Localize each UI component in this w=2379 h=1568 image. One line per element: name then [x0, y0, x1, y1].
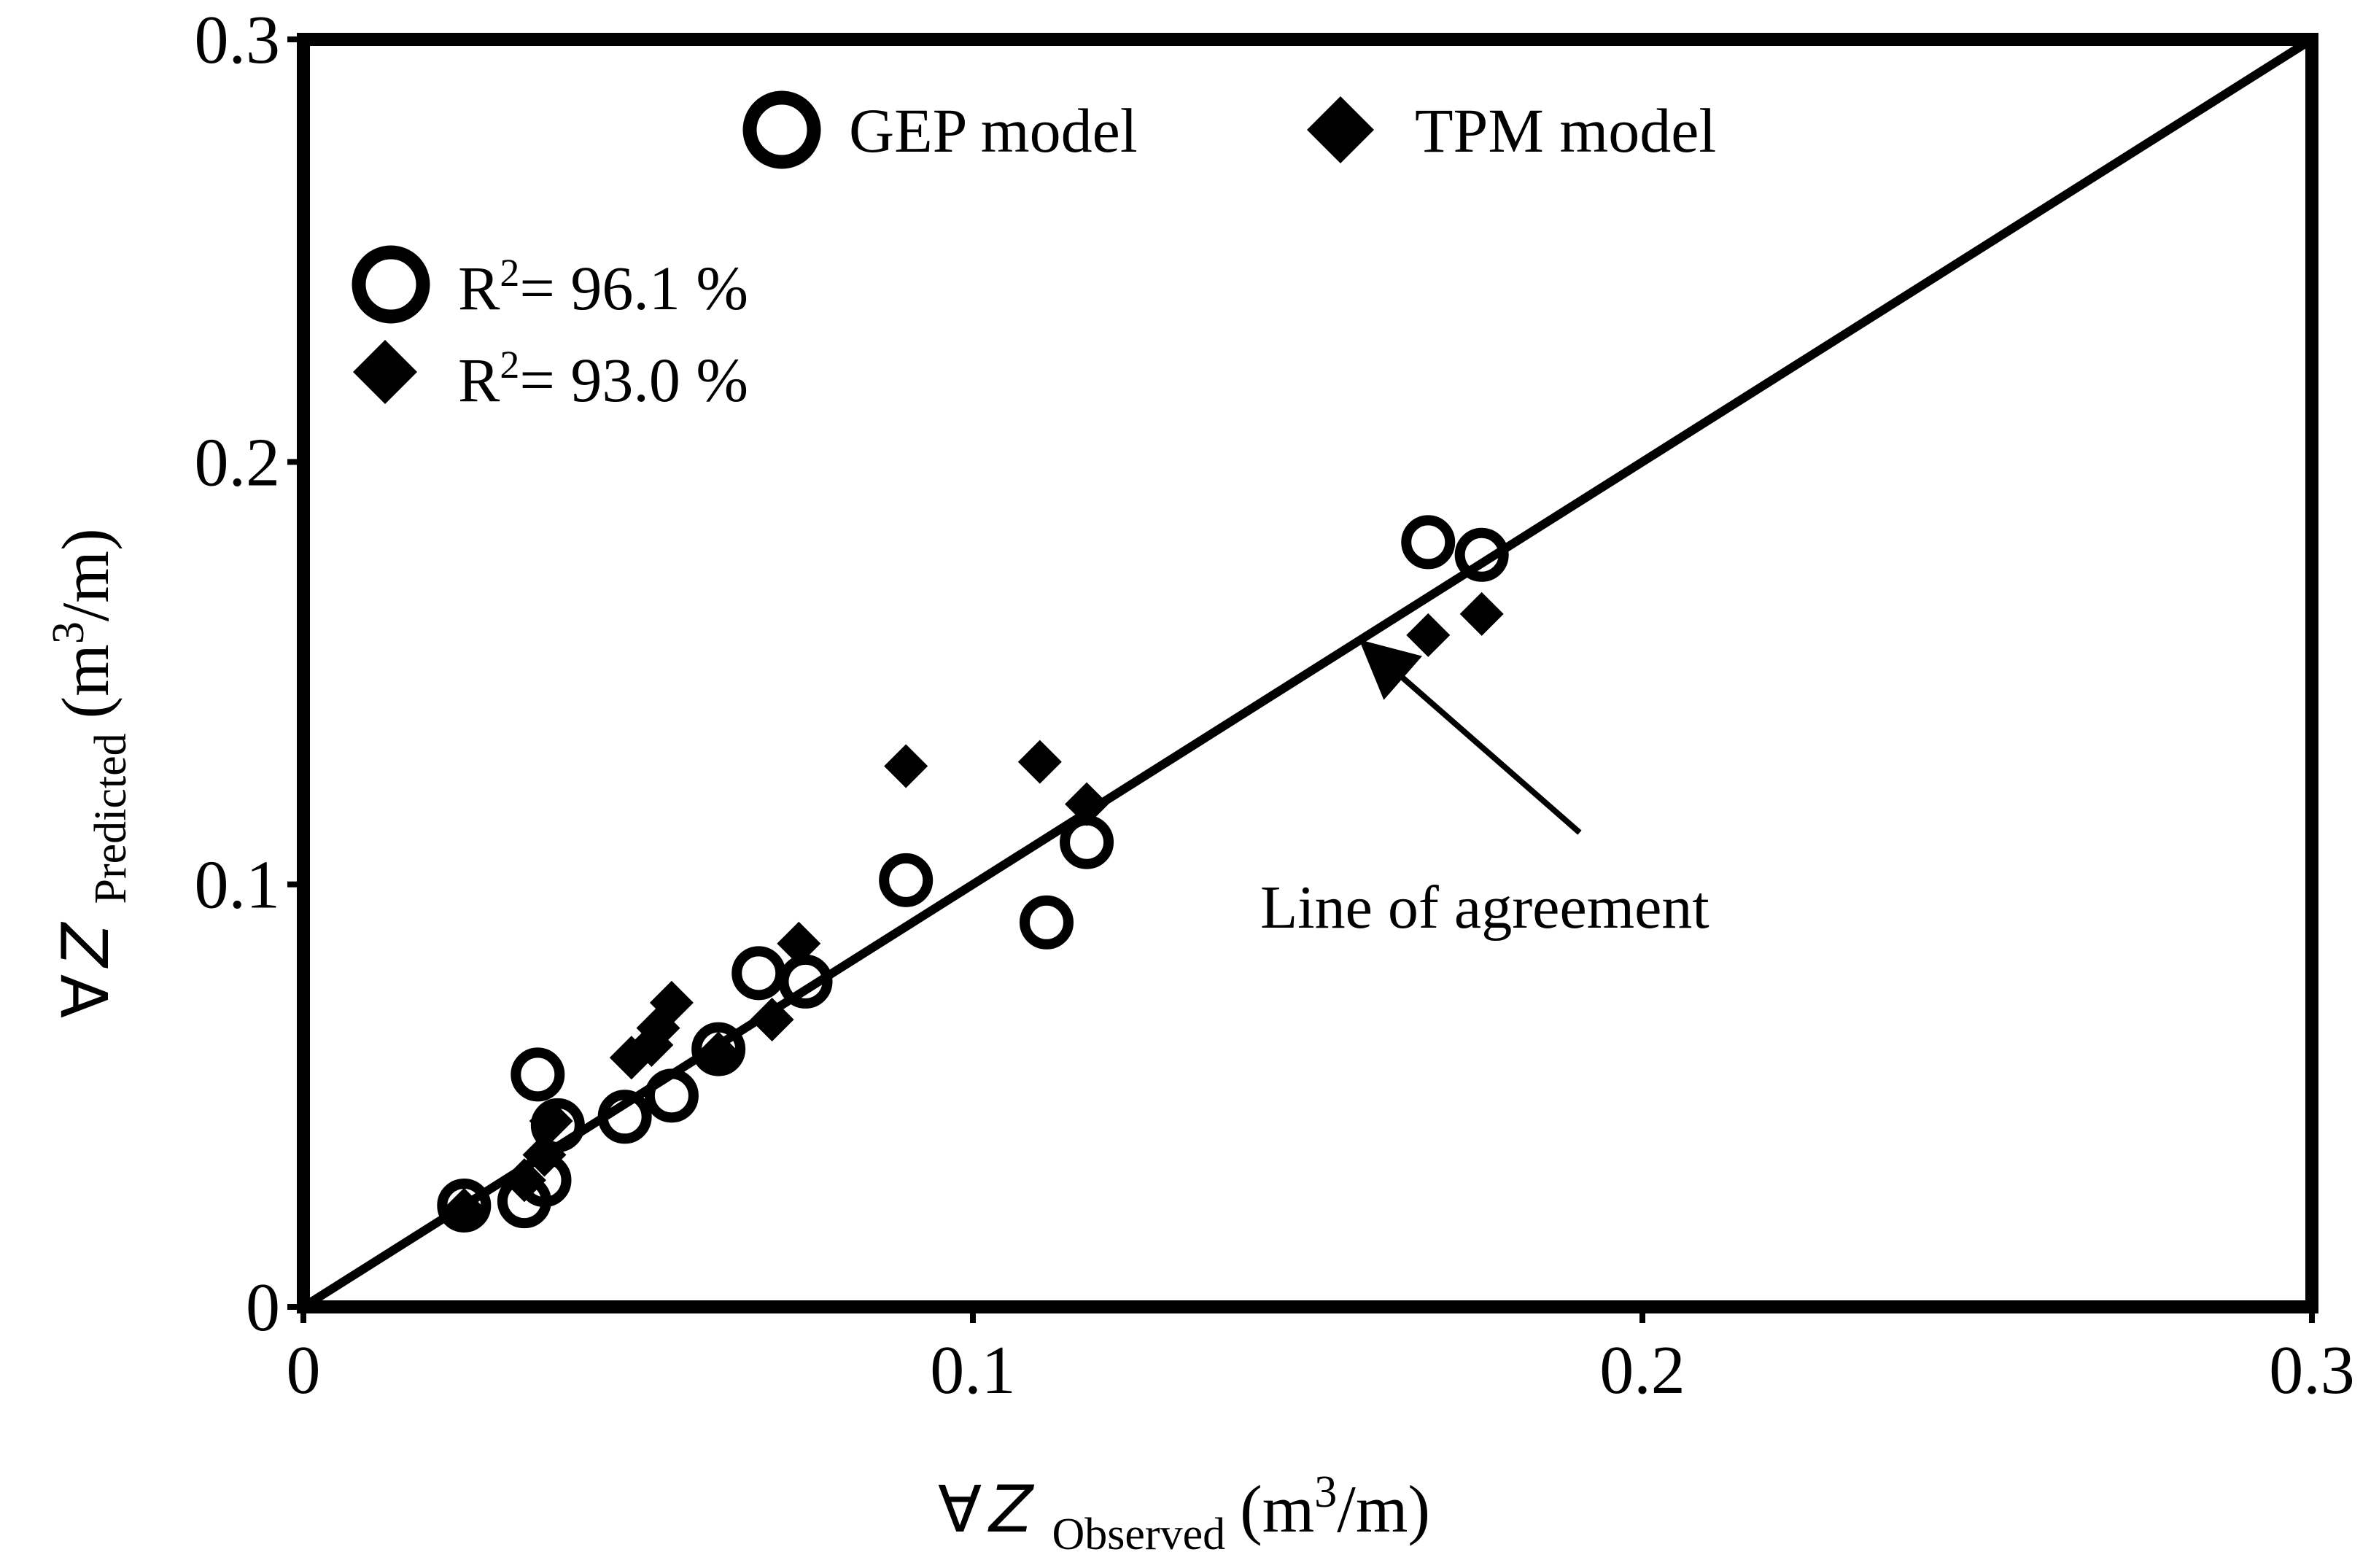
x-tick-label: 0.3 [2269, 1332, 2355, 1408]
r-squared-stats: R2= 96.1 % R2= 93.0 % [352, 245, 748, 415]
y-tick-label: 0.2 [195, 424, 281, 500]
gep-point [1401, 515, 1456, 570]
tpm-point [1406, 613, 1451, 657]
stat-gep-marker [352, 245, 430, 324]
gep-point [731, 946, 786, 1001]
stat-tpm-marker [353, 340, 417, 404]
tpm-point [1065, 782, 1109, 826]
gep-point [511, 1047, 565, 1102]
gep-point [1019, 895, 1074, 950]
gep-point [1454, 527, 1509, 582]
data-points [437, 515, 1509, 1233]
x-tick-label: 0.1 [930, 1332, 1016, 1408]
line-of-agreement-label: Line of agreement [1260, 874, 1709, 942]
gep-point [437, 1178, 492, 1233]
tpm-point [649, 980, 694, 1025]
gep-point [1060, 815, 1114, 869]
y-tick-label: 0.3 [195, 2, 281, 78]
stat-tpm-text: R2= 93.0 % [458, 343, 748, 415]
gep-point [530, 1098, 585, 1152]
legend-gep-marker [742, 90, 821, 169]
tpm-point [884, 744, 928, 788]
legend-tpm-label: TPM model [1415, 96, 1716, 166]
tpm-point [1459, 591, 1504, 636]
gep-point [517, 1153, 572, 1208]
gep-point [879, 853, 934, 907]
gep-point [691, 1022, 746, 1076]
legend-gep-label: GEP model [849, 96, 1138, 166]
axis-ticks: 0 0.1 0.2 0.3 0 0.1 0.2 0.3 [195, 2, 2355, 1408]
gep-point [597, 1090, 652, 1144]
tpm-point [1017, 740, 1062, 784]
tpm-point [750, 998, 794, 1042]
x-axis-title: ∀ Z Observed (m3/m) [938, 1467, 1430, 1559]
gep-point [644, 1068, 699, 1123]
x-tick-label: 0 [287, 1332, 321, 1408]
y-tick-label: 0 [246, 1270, 280, 1346]
plot-frame [297, 33, 2318, 1313]
y-axis-title: ∀ZPredicted(m3/m) [44, 528, 136, 1018]
x-tick-label: 0.2 [1599, 1332, 1685, 1408]
y-tick-label: 0.1 [195, 847, 281, 923]
tpm-point [777, 921, 821, 966]
gep-point [778, 954, 833, 1009]
legend-tpm-marker [1307, 96, 1374, 163]
stat-gep-text: R2= 96.1 % [458, 251, 748, 323]
legend: GEP model TPM model [742, 90, 1716, 169]
agreement-arrow [1359, 640, 1582, 835]
